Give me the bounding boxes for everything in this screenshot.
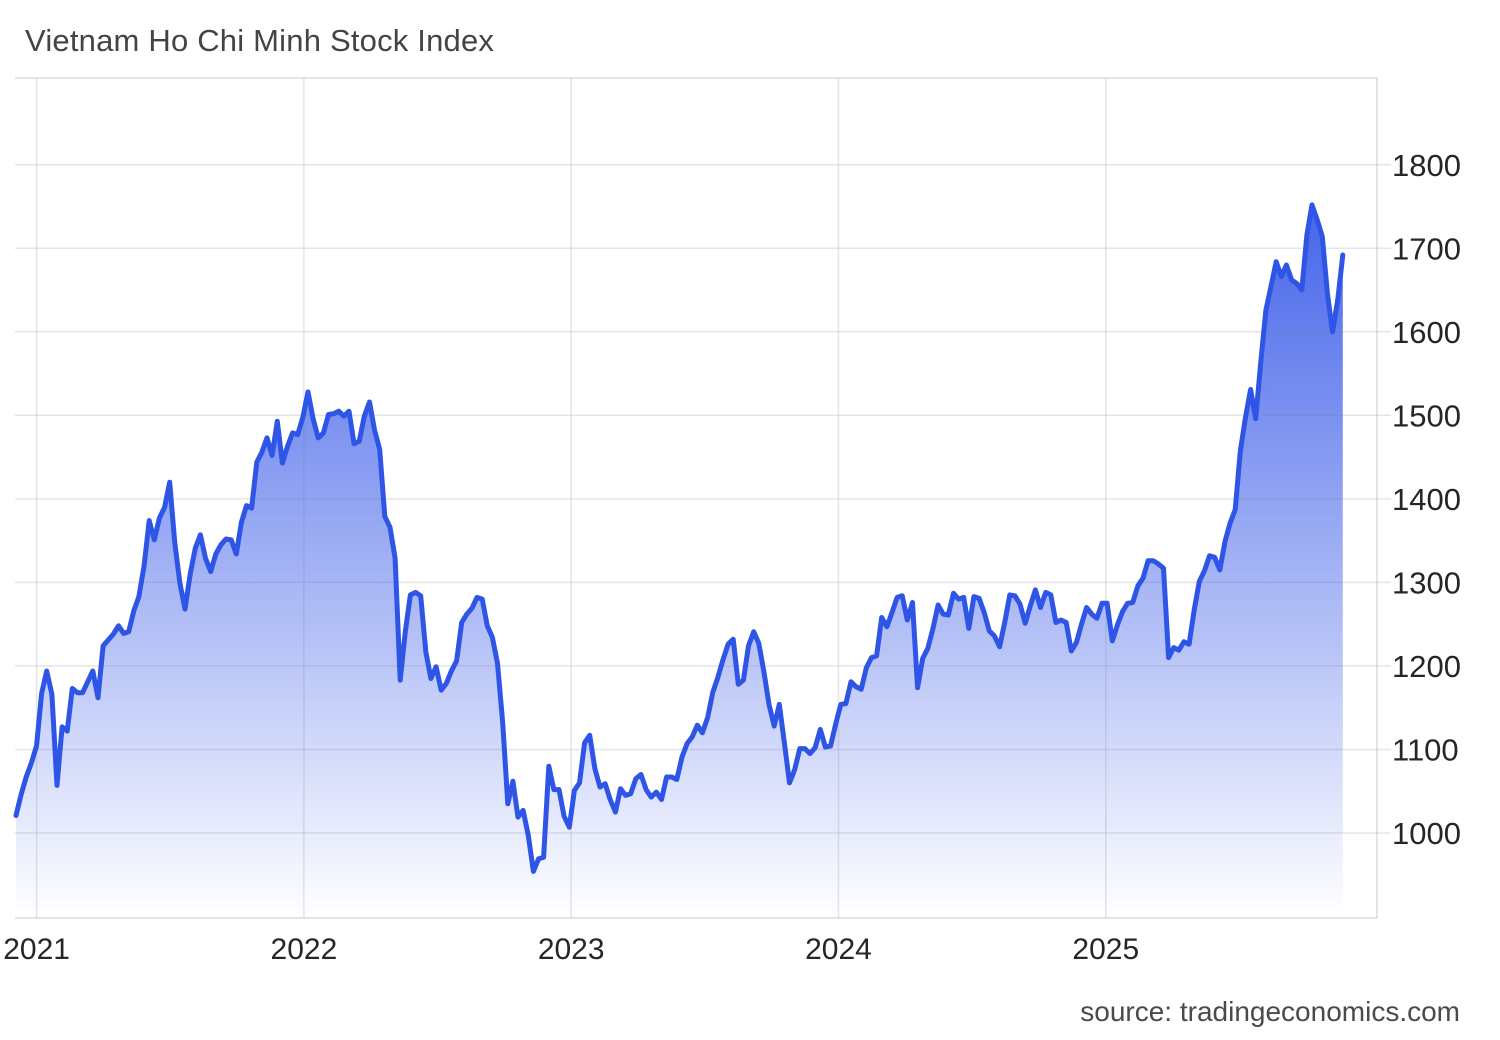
series-area-fill (16, 204, 1343, 918)
x-axis-tick-label: 2021 (3, 933, 70, 966)
y-axis-labels: 1000 1100 1200 1300 1400 1500 1600 1700 1800 (1392, 148, 1461, 851)
y-axis-tick-label: 1100 (1392, 733, 1459, 768)
y-axis-tick-label: 1300 (1392, 565, 1461, 600)
x-axis-labels: 2021 2022 2023 2024 2025 (3, 933, 1139, 966)
x-axis-tick-label: 2022 (271, 933, 338, 966)
x-axis-tick-label: 2023 (538, 933, 605, 966)
source-link[interactable]: source: tradingeconomics.com (1080, 996, 1460, 1027)
plot-border (15, 77, 1378, 919)
y-axis-tick-label: 1400 (1392, 482, 1461, 517)
page-title: Vietnam Ho Chi Minh Stock Index (25, 23, 495, 58)
y-axis-tick-label: 1000 (1392, 816, 1461, 851)
x-axis-tick-label: 2025 (1072, 933, 1139, 966)
x-axis-tick-label: 2024 (805, 933, 872, 966)
y-axis-tick-label: 1500 (1392, 398, 1461, 433)
y-axis-tick-label: 1600 (1392, 315, 1461, 350)
series-line (13, 202, 1346, 874)
gridlines (15, 78, 1391, 918)
y-axis-tick-label: 1800 (1392, 148, 1461, 183)
y-axis-tick-label: 1700 (1392, 231, 1461, 266)
y-axis-tick-label: 1200 (1392, 649, 1461, 684)
